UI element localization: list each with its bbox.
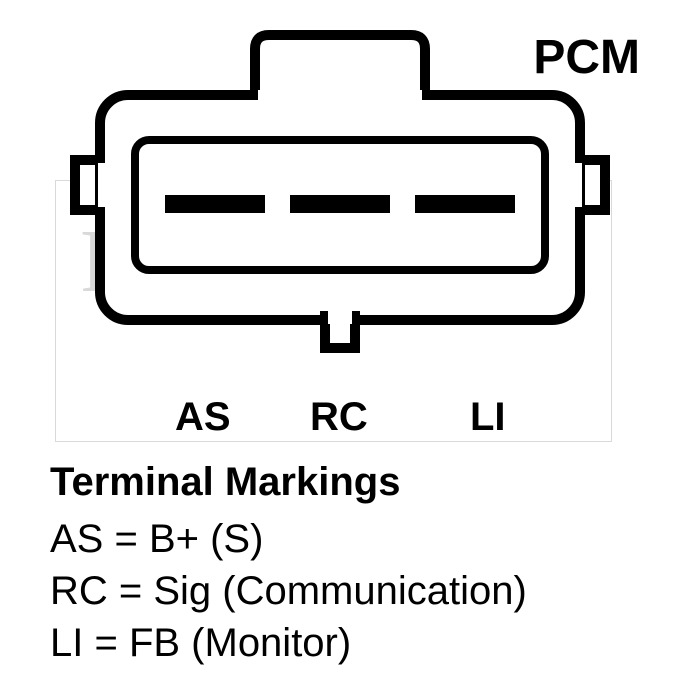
legend-line-0: AS = B+ (S) xyxy=(50,513,650,565)
legend-line-2: LI = FB (Monitor) xyxy=(50,617,650,669)
pin-label-li: LI xyxy=(470,395,506,440)
seam-cover-left xyxy=(98,163,108,207)
legend-title: Terminal Markings xyxy=(50,460,650,505)
terminal-li xyxy=(415,195,515,213)
terminal-as xyxy=(165,195,265,213)
terminal-rc xyxy=(290,195,390,213)
diagram-canvas: PCM Remy® AS RC LI Terminal Markings xyxy=(0,0,700,700)
legend-line-1: RC = Sig (Communication) xyxy=(50,565,650,617)
seam-cover-bottom xyxy=(328,310,352,324)
pin-label-rc: RC xyxy=(310,395,368,440)
connector-top-tab xyxy=(255,35,425,95)
legend-block: Terminal Markings AS = B+ (S) RC = Sig (… xyxy=(50,460,650,669)
seam-cover-right xyxy=(572,163,582,207)
seam-cover-top xyxy=(258,90,422,102)
connector-svg xyxy=(30,20,670,370)
pin-label-as: AS xyxy=(175,395,231,440)
